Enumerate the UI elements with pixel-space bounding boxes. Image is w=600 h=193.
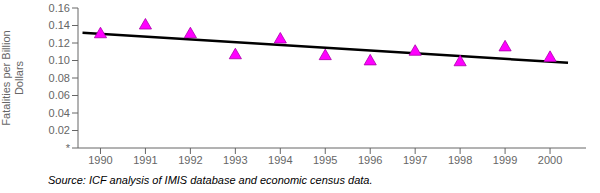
svg-text:1995: 1995	[313, 154, 337, 166]
svg-text:1998: 1998	[448, 154, 472, 166]
svg-text:1992: 1992	[178, 154, 202, 166]
svg-text:0.06: 0.06	[49, 89, 70, 101]
svg-text:0.10: 0.10	[49, 54, 70, 66]
svg-text:1997: 1997	[403, 154, 427, 166]
svg-text:0.02: 0.02	[49, 124, 70, 136]
svg-text:0.14: 0.14	[49, 19, 70, 31]
svg-text:1993: 1993	[223, 154, 247, 166]
html-text:Source: ICF analysis of IMIS d: Source: ICF analysis of IMIS database an…	[48, 174, 373, 186]
svg-text:1999: 1999	[493, 154, 517, 166]
svg-text:1990: 1990	[88, 154, 112, 166]
svg-text:*: *	[66, 142, 71, 154]
svg-text:1994: 1994	[268, 154, 292, 166]
svg-text:2000: 2000	[538, 154, 562, 166]
svg-text:0.16: 0.16	[49, 2, 70, 14]
svg-text:0.04: 0.04	[49, 107, 70, 119]
svg-text:0.08: 0.08	[49, 72, 70, 84]
svg-text:1996: 1996	[358, 154, 382, 166]
svg-text:1991: 1991	[133, 154, 157, 166]
svg-text:Fatalities per BillionDollars: Fatalities per BillionDollars	[8, 30, 25, 125]
svg-text:0.12: 0.12	[49, 37, 70, 49]
